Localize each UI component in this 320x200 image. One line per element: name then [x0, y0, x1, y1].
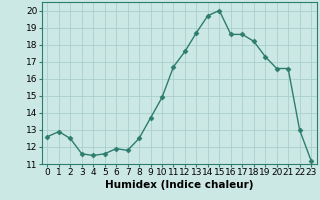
X-axis label: Humidex (Indice chaleur): Humidex (Indice chaleur) — [105, 180, 253, 190]
